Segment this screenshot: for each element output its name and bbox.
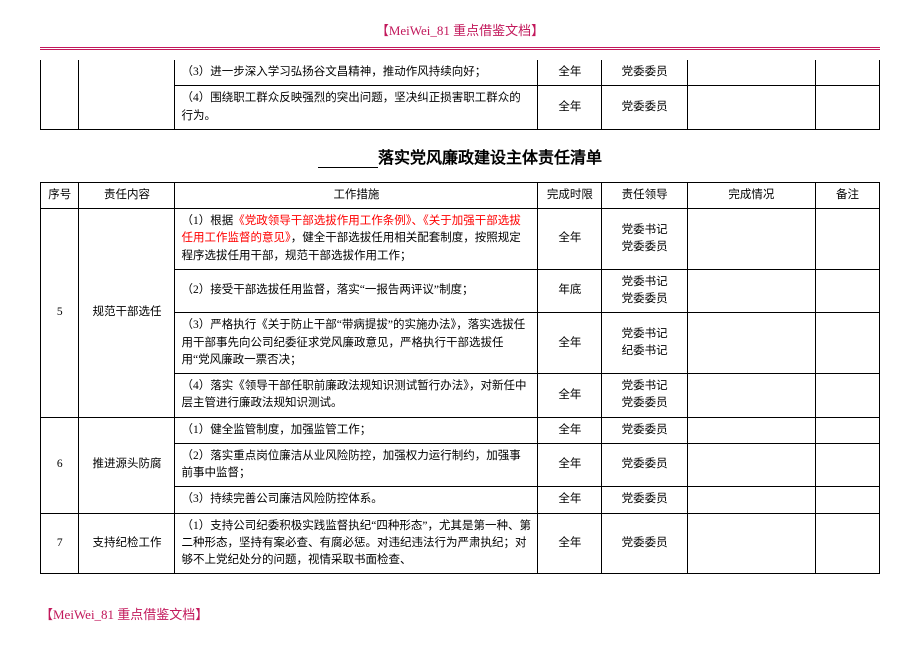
title-text: 落实党风廉政建设主体责任清单 [378, 150, 602, 167]
col-note-header: 备注 [815, 182, 879, 208]
title-blank-underline [318, 167, 378, 168]
note-cell [815, 269, 879, 313]
measure-cell: （1）支持公司纪委积极实践监督执纪“四种形态”，尤其是第一种、第二种形态，坚持有… [175, 513, 538, 574]
col-measure-header: 工作措施 [175, 182, 538, 208]
measure-cell: （4）落实《领导干部任职前廉政法规知识测试暂行办法》，对新任中层主管进行廉政法规… [175, 374, 538, 418]
time-cell: 全年 [538, 209, 602, 270]
col-leader-header: 责任领导 [602, 182, 687, 208]
status-cell [687, 513, 815, 574]
time-cell: 全年 [538, 374, 602, 418]
seq-cell: 6 [41, 417, 79, 513]
time-cell: 全年 [538, 487, 602, 513]
time-cell: 全年 [538, 417, 602, 443]
note-cell [815, 487, 879, 513]
time-cell: 年底 [538, 269, 602, 313]
time-cell: 全年 [538, 86, 602, 130]
leader-cell: 党委书记 党委委员 [602, 374, 687, 418]
leader-cell: 党委委员 [602, 86, 687, 130]
note-cell [815, 86, 879, 130]
status-cell [687, 60, 815, 86]
status-cell [687, 313, 815, 374]
note-cell [815, 513, 879, 574]
note-cell [815, 417, 879, 443]
table-header-row: 序号 责任内容 工作措施 完成时限 责任领导 完成情况 备注 [41, 182, 880, 208]
col-seq-header: 序号 [41, 182, 79, 208]
time-cell: 全年 [538, 443, 602, 487]
resp-cell-empty [79, 60, 175, 129]
status-cell [687, 86, 815, 130]
note-cell [815, 313, 879, 374]
measure-cell: （4）围绕职工群众反映强烈的突出问题，坚决纠正损害职工群众的行为。 [175, 86, 538, 130]
col-time-header: 完成时限 [538, 182, 602, 208]
table-row: 7支持纪检工作（1）支持公司纪委积极实践监督执纪“四种形态”，尤其是第一种、第二… [41, 513, 880, 574]
measure-cell: （3）进一步深入学习弘扬谷文昌精神，推动作风持续向好； [175, 60, 538, 86]
leader-cell: 党委委员 [602, 487, 687, 513]
red-text: 《党政领导干部选拔作用工作条例》、《关于加强干部选拔任用工作监督的意见》 [181, 215, 520, 244]
time-cell: 全年 [538, 60, 602, 86]
seq-cell: 7 [41, 513, 79, 574]
note-cell [815, 443, 879, 487]
table-row: 6推进源头防腐（1）健全监管制度，加强监管工作；全年党委委员 [41, 417, 880, 443]
leader-cell: 党委委员 [602, 60, 687, 86]
measure-cell: （2）接受干部选拔任用监督，落实“一报告两评议”制度； [175, 269, 538, 313]
page-footer-label: 【MeiWei_81 重点借鉴文档】 [40, 604, 880, 623]
note-cell [815, 209, 879, 270]
leader-cell: 党委书记 纪委书记 [602, 313, 687, 374]
status-cell [687, 417, 815, 443]
leader-cell: 党委委员 [602, 417, 687, 443]
top-continuation-table: （3）进一步深入学习弘扬谷文昌精神，推动作风持续向好；全年党委委员（4）围绕职工… [40, 60, 880, 130]
status-cell [687, 269, 815, 313]
table-row: 5规范干部选任（1）根据《党政领导干部选拔作用工作条例》、《关于加强干部选拔任用… [41, 209, 880, 270]
measure-cell: （2）落实重点岗位廉洁从业风险防控，加强权力运行制约，加强事前事中监督； [175, 443, 538, 487]
status-cell [687, 487, 815, 513]
note-cell [815, 60, 879, 86]
page-header-label: 【MeiWei_81 重点借鉴文档】 [40, 20, 880, 39]
resp-cell: 支持纪检工作 [79, 513, 175, 574]
measure-cell: （1）健全监管制度，加强监管工作； [175, 417, 538, 443]
col-resp-header: 责任内容 [79, 182, 175, 208]
measure-cell: （3）严格执行《关于防止干部“带病提拔”的实施办法》，落实选拔任用干部事先向公司… [175, 313, 538, 374]
time-cell: 全年 [538, 513, 602, 574]
measure-cell: （1）根据《党政领导干部选拔作用工作条例》、《关于加强干部选拔任用工作监督的意见… [175, 209, 538, 270]
status-cell [687, 209, 815, 270]
time-cell: 全年 [538, 313, 602, 374]
seq-cell-empty [41, 60, 79, 129]
resp-cell: 推进源头防腐 [79, 417, 175, 513]
leader-cell: 党委书记 党委委员 [602, 209, 687, 270]
measure-cell: （3）持续完善公司廉洁风险防控体系。 [175, 487, 538, 513]
status-cell [687, 374, 815, 418]
table-row: （3）进一步深入学习弘扬谷文昌精神，推动作风持续向好；全年党委委员 [41, 60, 880, 86]
seq-cell: 5 [41, 209, 79, 418]
responsibility-table: 序号 责任内容 工作措施 完成时限 责任领导 完成情况 备注 5规范干部选任（1… [40, 182, 880, 575]
leader-cell: 党委委员 [602, 443, 687, 487]
status-cell [687, 443, 815, 487]
col-status-header: 完成情况 [687, 182, 815, 208]
note-cell [815, 374, 879, 418]
leader-cell: 党委委员 [602, 513, 687, 574]
leader-cell: 党委书记 党委委员 [602, 269, 687, 313]
resp-cell: 规范干部选任 [79, 209, 175, 418]
section-title: 落实党风廉政建设主体责任清单 [40, 144, 880, 168]
header-rule [40, 47, 880, 50]
